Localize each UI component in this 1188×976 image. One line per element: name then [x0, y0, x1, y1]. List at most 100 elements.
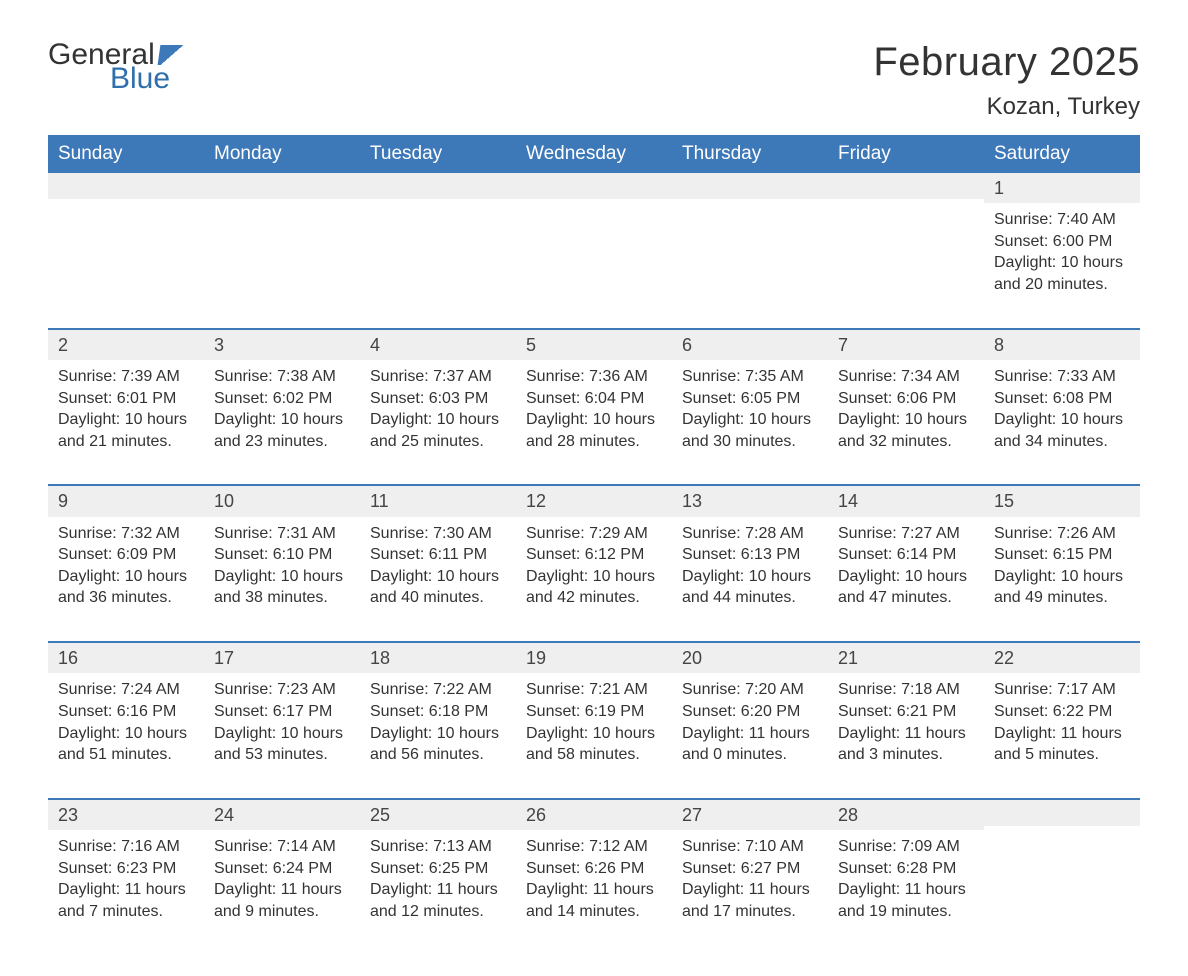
sunset-line: Sunset: 6:23 PM — [58, 858, 194, 880]
sunset-line: Sunset: 6:21 PM — [838, 701, 974, 723]
daylight-line: and 21 minutes. — [58, 431, 194, 453]
day-cell: 21Sunrise: 7:18 AMSunset: 6:21 PMDayligh… — [828, 643, 984, 780]
day-cell: 12Sunrise: 7:29 AMSunset: 6:12 PMDayligh… — [516, 486, 672, 623]
day-cell: 9Sunrise: 7:32 AMSunset: 6:09 PMDaylight… — [48, 486, 204, 623]
day-number: 16 — [48, 643, 204, 673]
daylight-line: and 12 minutes. — [370, 901, 506, 923]
daylight-line: and 0 minutes. — [682, 744, 818, 766]
daylight-line: and 23 minutes. — [214, 431, 350, 453]
day-cell — [48, 173, 204, 310]
daylight-line: Daylight: 10 hours — [214, 723, 350, 745]
day-number — [672, 173, 828, 199]
sunset-line: Sunset: 6:09 PM — [58, 544, 194, 566]
day-cell: 28Sunrise: 7:09 AMSunset: 6:28 PMDayligh… — [828, 800, 984, 937]
sunrise-line: Sunrise: 7:16 AM — [58, 836, 194, 858]
week-row: 23 Sunrise: 7:16 AMSunset: 6:23 PM Dayligh… — [48, 798, 1140, 937]
day-number: 23 — [48, 800, 204, 830]
daylight-line: and 56 minutes. — [370, 744, 506, 766]
header: General Blue February 2025 Kozan, Turkey — [48, 40, 1140, 121]
logo-sail-icon — [157, 45, 186, 65]
day-number: 3 — [204, 330, 360, 360]
daylight-line: and 7 minutes. — [58, 901, 194, 923]
day-number: 14 — [828, 486, 984, 516]
day-cell — [360, 173, 516, 310]
sunrise-line: Sunrise: 7:32 AM — [58, 523, 194, 545]
day-number: 9 — [48, 486, 204, 516]
sunrise-line: Sunrise: 7:35 AM — [682, 366, 818, 388]
month-title: February 2025 — [873, 40, 1140, 85]
day-number: 17 — [204, 643, 360, 673]
daylight-line: Daylight: 10 hours — [682, 566, 818, 588]
daylight-line: and 49 minutes. — [994, 587, 1130, 609]
sunrise-line: Sunrise: 7:34 AM — [838, 366, 974, 388]
day-number: 20 — [672, 643, 828, 673]
day-cell: 13Sunrise: 7:28 AMSunset: 6:13 PMDayligh… — [672, 486, 828, 623]
sunset-line: Sunset: 6:18 PM — [370, 701, 506, 723]
sunrise-line: Sunrise: 7:23 AM — [214, 679, 350, 701]
sunset-line: Sunset: 6:14 PM — [838, 544, 974, 566]
day-number: 11 — [360, 486, 516, 516]
sunset-line: Sunset: 6:12 PM — [526, 544, 662, 566]
week-row: 1Sunrise: 7:40 AMSunset: 6:00 PMDaylight… — [48, 173, 1140, 310]
daylight-line: and 34 minutes. — [994, 431, 1130, 453]
sunrise-line: Sunrise: 7:31 AM — [214, 523, 350, 545]
day-cell: 22Sunrise: 7:17 AMSunset: 6:22 PMDayligh… — [984, 643, 1140, 780]
sunrise-line: Sunrise: 7:17 AM — [994, 679, 1130, 701]
day-cell: 15Sunrise: 7:26 AMSunset: 6:15 PMDayligh… — [984, 486, 1140, 623]
sunrise-line: Sunrise: 7:38 AM — [214, 366, 350, 388]
daylight-line: and 58 minutes. — [526, 744, 662, 766]
sunset-line: Sunset: 6:20 PM — [682, 701, 818, 723]
day-cell — [828, 173, 984, 310]
daylight-line: Daylight: 11 hours — [838, 879, 974, 901]
day-number: 12 — [516, 486, 672, 516]
daylight-line: and 25 minutes. — [370, 431, 506, 453]
daylight-line: Daylight: 11 hours — [370, 879, 506, 901]
day-cell: 3Sunrise: 7:38 AMSunset: 6:02 PMDaylight… — [204, 330, 360, 467]
sunrise-line: Sunrise: 7:27 AM — [838, 523, 974, 545]
week-row: 9 Sunrise: 7:32 AMSunset: 6:09 PM Daylight… — [48, 484, 1140, 623]
sunrise-line: Sunrise: 7:28 AM — [682, 523, 818, 545]
sunset-line: Sunset: 6:26 PM — [526, 858, 662, 880]
sunrise-line: Sunrise: 7:30 AM — [370, 523, 506, 545]
day-cell — [984, 800, 1140, 937]
sunrise-line: Sunrise: 7:26 AM — [994, 523, 1130, 545]
daylight-line: Daylight: 11 hours — [526, 879, 662, 901]
sunset-line: Sunset: 6:10 PM — [214, 544, 350, 566]
day-of-week-header: Sunday Monday Tuesday Wednesday Thursday… — [48, 135, 1140, 173]
dow-saturday: Saturday — [984, 135, 1140, 173]
day-number: 26 — [516, 800, 672, 830]
dow-tuesday: Tuesday — [360, 135, 516, 173]
daylight-line: Daylight: 10 hours — [58, 723, 194, 745]
daylight-line: Daylight: 11 hours — [682, 723, 818, 745]
daylight-line: and 30 minutes. — [682, 431, 818, 453]
day-number: 6 — [672, 330, 828, 360]
day-cell: 18Sunrise: 7:22 AMSunset: 6:18 PMDayligh… — [360, 643, 516, 780]
sunset-line: Sunset: 6:27 PM — [682, 858, 818, 880]
daylight-line: Daylight: 11 hours — [214, 879, 350, 901]
sunrise-line: Sunrise: 7:29 AM — [526, 523, 662, 545]
day-cell: 26Sunrise: 7:12 AMSunset: 6:26 PMDayligh… — [516, 800, 672, 937]
sunrise-line: Sunrise: 7:20 AM — [682, 679, 818, 701]
sunrise-line: Sunrise: 7:13 AM — [370, 836, 506, 858]
daylight-line: and 17 minutes. — [682, 901, 818, 923]
day-number: 19 — [516, 643, 672, 673]
day-cell: 2Sunrise: 7:39 AMSunset: 6:01 PMDaylight… — [48, 330, 204, 467]
day-number: 25 — [360, 800, 516, 830]
sunrise-line: Sunrise: 7:39 AM — [58, 366, 194, 388]
sunset-line: Sunset: 6:16 PM — [58, 701, 194, 723]
day-cell: 23Sunrise: 7:16 AMSunset: 6:23 PMDayligh… — [48, 800, 204, 937]
day-number: 10 — [204, 486, 360, 516]
logo-word2: Blue — [110, 64, 170, 94]
day-number: 24 — [204, 800, 360, 830]
dow-sunday: Sunday — [48, 135, 204, 173]
sunrise-line: Sunrise: 7:33 AM — [994, 366, 1130, 388]
day-number: 7 — [828, 330, 984, 360]
dow-monday: Monday — [204, 135, 360, 173]
sunset-line: Sunset: 6:03 PM — [370, 388, 506, 410]
location-label: Kozan, Turkey — [873, 93, 1140, 121]
day-number — [204, 173, 360, 199]
sunset-line: Sunset: 6:15 PM — [994, 544, 1130, 566]
day-cell — [516, 173, 672, 310]
day-cell: 11Sunrise: 7:30 AMSunset: 6:11 PMDayligh… — [360, 486, 516, 623]
sunrise-line: Sunrise: 7:36 AM — [526, 366, 662, 388]
